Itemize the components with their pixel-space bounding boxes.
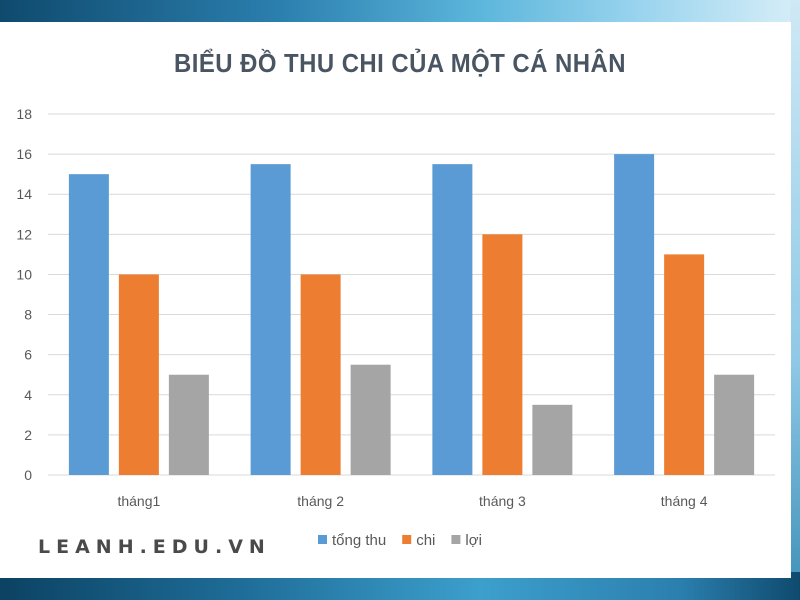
y-tick-label: 12 — [16, 226, 32, 242]
bar-1-2 — [250, 164, 291, 475]
legend-label: chi — [416, 532, 435, 549]
bar-3-3 — [532, 404, 573, 475]
y-tick-label: 10 — [16, 266, 32, 282]
y-axis-ticks: 0 2 4 6 8 10 12 14 16 18 — [16, 106, 32, 483]
bar-1-3 — [432, 164, 473, 475]
bar-1-1 — [68, 174, 109, 475]
y-tick-label: 8 — [24, 307, 32, 323]
y-tick-label: 6 — [24, 347, 32, 363]
bar-2-4 — [664, 254, 705, 475]
legend-label: lợi — [465, 532, 482, 549]
bars — [68, 154, 755, 475]
x-tick-label: tháng 3 — [479, 493, 526, 509]
x-axis-labels: tháng1 tháng 2 tháng 3 tháng 4 — [117, 493, 707, 509]
bar-3-2 — [350, 364, 391, 475]
background-right-strip — [790, 0, 800, 600]
bar-2-1 — [118, 274, 159, 475]
chart-title: BIỂU ĐỒ THU CHI CỦA MỘT CÁ NHÂN — [174, 48, 626, 78]
bar-2-3 — [482, 234, 523, 475]
y-tick-label: 18 — [16, 106, 32, 122]
legend-label: tổng thu — [332, 532, 386, 549]
bar-3-4 — [714, 374, 755, 475]
y-tick-label: 16 — [16, 146, 32, 162]
bar-2-2 — [300, 274, 341, 475]
watermark-logo-text: LEANH.EDU.VN — [38, 536, 271, 558]
y-tick-label: 4 — [24, 387, 32, 403]
legend-swatch — [402, 535, 412, 544]
legend-swatch — [318, 535, 327, 544]
bar-1-4 — [614, 154, 655, 475]
y-tick-label: 2 — [24, 427, 32, 443]
x-tick-label: tháng1 — [117, 493, 160, 509]
legend: tổng thu chi lợi — [318, 532, 482, 549]
x-tick-label: tháng 4 — [661, 493, 708, 509]
y-tick-label: 14 — [16, 186, 32, 202]
x-tick-label: tháng 2 — [297, 493, 344, 509]
y-tick-label: 0 — [24, 467, 32, 483]
bar-3-1 — [168, 374, 209, 475]
legend-swatch — [451, 535, 461, 544]
